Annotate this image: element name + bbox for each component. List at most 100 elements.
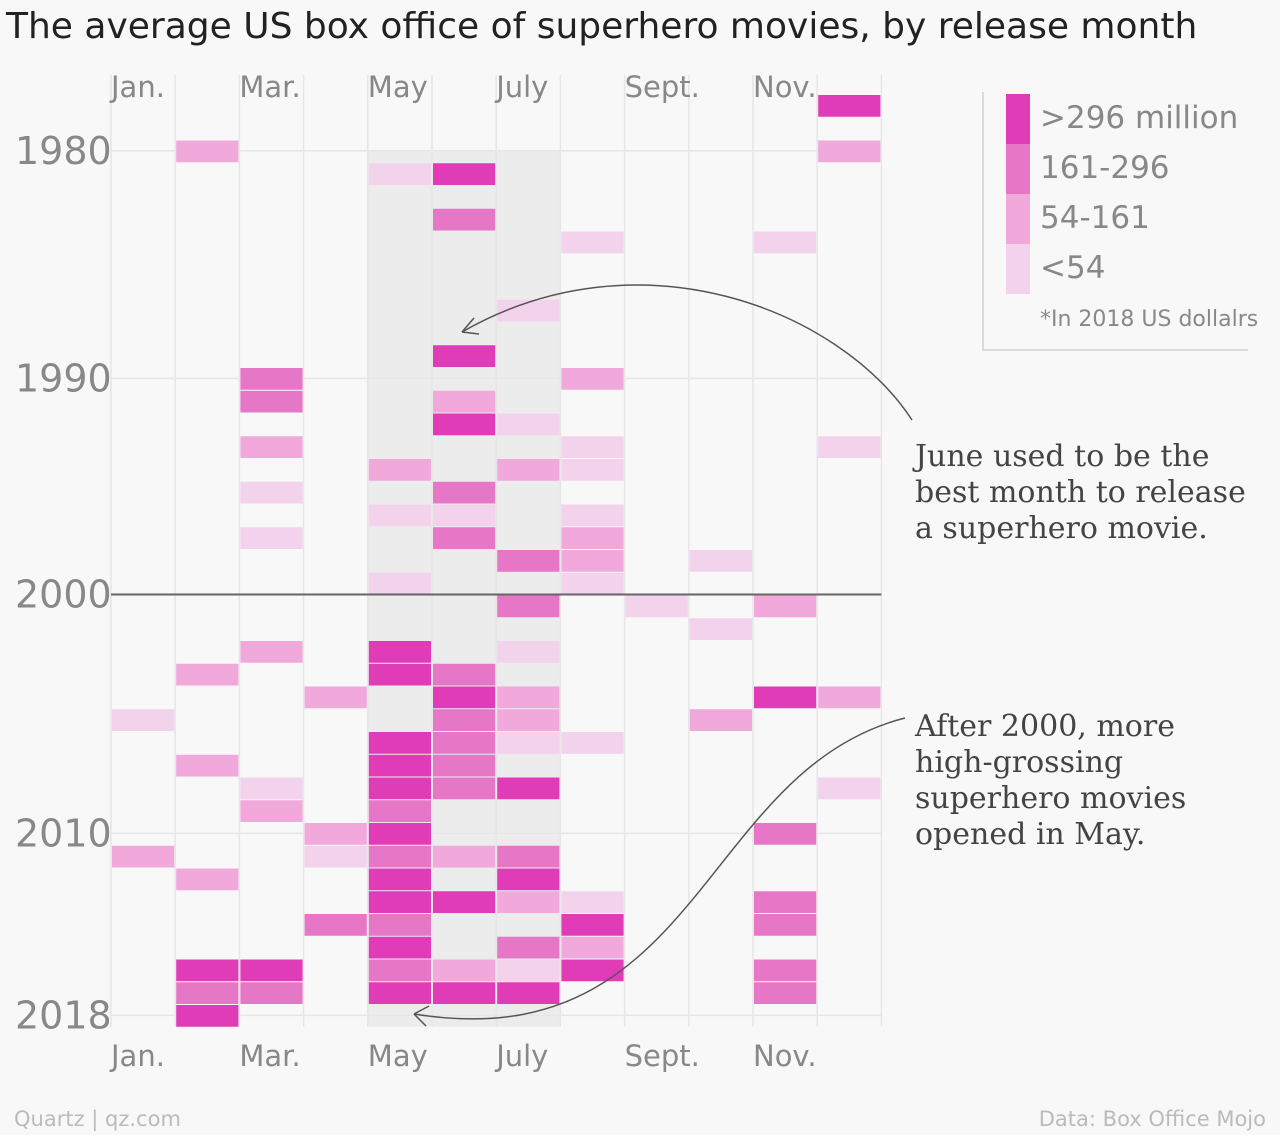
heatmap-cell bbox=[433, 413, 496, 436]
annotation-arrows bbox=[413, 284, 913, 1027]
heatmap-cell bbox=[433, 163, 496, 185]
heatmap-cell bbox=[497, 936, 560, 959]
heatmap-cell bbox=[754, 231, 817, 254]
legend-swatch-under-54 bbox=[1006, 244, 1030, 294]
heatmap-cell bbox=[433, 390, 496, 413]
x-tick-label-top: Nov. bbox=[753, 70, 817, 104]
heatmap-cell bbox=[240, 481, 303, 504]
heatmap-cell bbox=[176, 140, 239, 163]
heatmap-cell bbox=[368, 777, 431, 800]
may-arrowhead bbox=[413, 1005, 430, 1027]
heatmap-cell bbox=[497, 550, 560, 572]
heatmap-cell bbox=[433, 663, 496, 686]
grid-lines bbox=[110, 75, 883, 1027]
heatmap-cell bbox=[497, 845, 560, 868]
heatmap-cell bbox=[433, 777, 496, 800]
may-arrow bbox=[413, 717, 906, 1020]
heatmap-cells bbox=[112, 95, 881, 1027]
y-tick-label: 1980 bbox=[15, 129, 112, 173]
heatmap-cell bbox=[561, 550, 624, 572]
heatmap-cell bbox=[433, 208, 496, 231]
heatmap-cell bbox=[368, 663, 431, 686]
heatmap-cell bbox=[112, 845, 175, 868]
heatmap-cell bbox=[240, 436, 303, 458]
heatmap-cell bbox=[368, 459, 431, 481]
legend-swatch-296-plus bbox=[1006, 94, 1030, 144]
x-tick-label-bottom: May bbox=[368, 1039, 428, 1073]
heatmap-cell bbox=[240, 390, 303, 413]
legend: >296 million 161-296 54-161 <54 *In 2018… bbox=[982, 92, 1258, 351]
heatmap-cell bbox=[176, 754, 239, 777]
heatmap-cell bbox=[561, 368, 624, 390]
heatmap-cell bbox=[368, 868, 431, 891]
heatmap-cell bbox=[561, 891, 624, 913]
heatmap-cell bbox=[754, 595, 817, 618]
heatmap-cell bbox=[240, 368, 303, 390]
x-axis-labels: Jan. Jan. Mar. Mar. May May July July Sept. Sept.… bbox=[109, 70, 817, 1073]
heatmap-cell bbox=[561, 959, 624, 982]
legend-label-161-296: 161-296 bbox=[1040, 150, 1170, 186]
heatmap-cell bbox=[561, 572, 624, 595]
heatmap-cell bbox=[818, 436, 881, 458]
annotation-may-line-1: After 2000, more bbox=[914, 709, 1175, 744]
legend-label-under-54: <54 bbox=[1040, 250, 1105, 286]
heatmap-cell bbox=[689, 618, 752, 640]
heatmap-cell bbox=[497, 982, 560, 1004]
heatmap-cell bbox=[497, 413, 560, 436]
legend-frame bbox=[982, 92, 1248, 351]
june-arrow bbox=[461, 284, 913, 421]
heatmap-cell bbox=[433, 845, 496, 868]
heatmap-cell bbox=[368, 163, 431, 185]
heatmap-cell bbox=[433, 504, 496, 527]
heatmap-cell bbox=[304, 686, 367, 709]
heatmap-cell bbox=[304, 823, 367, 845]
chart-title: The average US box office of superhero m… bbox=[5, 6, 1197, 47]
footer-source-left: Quartz | qz.com bbox=[14, 1107, 181, 1132]
heatmap-cell bbox=[176, 959, 239, 982]
heatmap-cell bbox=[240, 959, 303, 982]
x-tick-label-top: Sept. bbox=[625, 70, 700, 104]
heatmap-cell bbox=[497, 299, 560, 322]
heatmap-cell bbox=[561, 914, 624, 936]
heatmap-cell bbox=[433, 345, 496, 367]
heatmap-cell bbox=[304, 845, 367, 868]
heatmap-cell bbox=[433, 982, 496, 1004]
heatmap-cell bbox=[561, 527, 624, 549]
heatmap-cell bbox=[497, 595, 560, 618]
heatmap-cell bbox=[433, 527, 496, 549]
annotation-june-line-1: June used to be the bbox=[912, 439, 1209, 474]
legend-label-296-plus: >296 million bbox=[1040, 100, 1238, 136]
heatmap-cell bbox=[368, 845, 431, 868]
heatmap-cell bbox=[433, 732, 496, 754]
heatmap-cell bbox=[433, 481, 496, 504]
heatmap-cell bbox=[368, 891, 431, 913]
legend-swatch-54-161 bbox=[1006, 194, 1030, 244]
heatmap-cell bbox=[112, 709, 175, 731]
heatmap-cell bbox=[818, 777, 881, 800]
heatmap-cell bbox=[497, 709, 560, 731]
heatmap-cell bbox=[433, 891, 496, 913]
x-tick-label-top: Mar. bbox=[239, 70, 300, 104]
heatmap-cell bbox=[176, 1005, 239, 1027]
heatmap-cell bbox=[754, 686, 817, 709]
heatmap-cell bbox=[240, 982, 303, 1004]
heatmap-cell bbox=[754, 914, 817, 936]
heatmap-cell bbox=[433, 959, 496, 982]
x-tick-label-bottom: Nov. bbox=[753, 1039, 817, 1073]
heatmap-cell bbox=[176, 982, 239, 1004]
june-arrowhead bbox=[461, 317, 480, 335]
heatmap-cell bbox=[561, 732, 624, 754]
heatmap-cell bbox=[497, 641, 560, 663]
heatmap-cell bbox=[368, 914, 431, 936]
heatmap-cell bbox=[497, 891, 560, 913]
heatmap-cell bbox=[754, 823, 817, 845]
heatmap-cell bbox=[368, 641, 431, 663]
heatmap-cell bbox=[818, 95, 881, 117]
x-tick-label-top: May bbox=[368, 70, 428, 104]
heatmap-cell bbox=[433, 754, 496, 777]
heatmap-cell bbox=[240, 641, 303, 663]
heatmap-cell bbox=[689, 709, 752, 731]
annotation-may-line-3: superhero movies bbox=[915, 781, 1186, 816]
